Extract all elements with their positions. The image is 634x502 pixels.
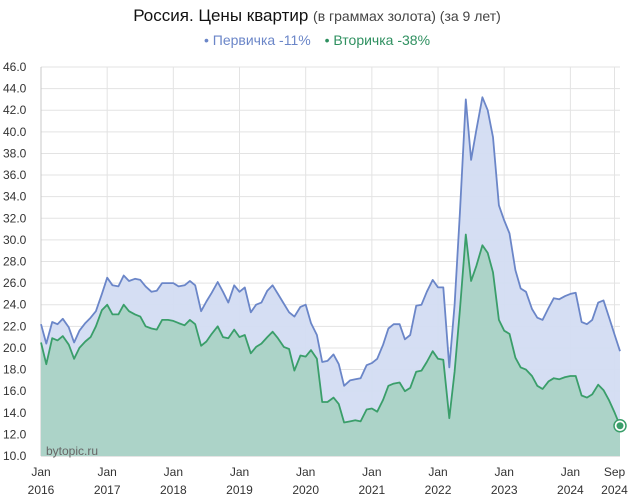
legend-item-secondary[interactable]: • Вторичка -38% <box>325 32 430 48</box>
legend-bullet-secondary: • <box>324 32 330 48</box>
x-tick-year: 2023 <box>491 483 518 497</box>
y-tick-label: 40.0 <box>3 125 27 139</box>
x-tick-month: Jan <box>230 465 249 479</box>
y-tick-label: 42.0 <box>3 103 27 117</box>
x-tick-month: Jan <box>97 465 116 479</box>
y-axis: 10.0 12.0 14.0 16.0 18.0 20.0 22.0 24.0 26.0 28.0… <box>3 60 27 463</box>
y-tick-label: 16.0 <box>3 384 27 398</box>
x-tick-year: 2017 <box>94 483 121 497</box>
legend-label-secondary: Вторичка -38% <box>333 32 431 48</box>
y-tick-label: 20.0 <box>3 341 27 355</box>
chart-title-main: Россия. Цены квартир <box>133 6 309 25</box>
x-tick-month: Jan <box>31 465 50 479</box>
legend-bullet-primary: • <box>203 32 209 48</box>
legend-label-primary: Первичка -11% <box>212 32 311 48</box>
y-tick-label: 36.0 <box>3 168 27 182</box>
x-tick-year: 2019 <box>226 483 253 497</box>
x-tick-year: 2022 <box>425 483 452 497</box>
x-tick-year: 2024 <box>601 483 628 497</box>
x-axis: Jan 2016 Jan 2017 Jan 2018 Jan 2019 Jan 2020 Jan 20… <box>28 465 629 497</box>
chart-legend: • Первичка -11% • Вторичка -38% <box>0 32 634 48</box>
series-area-secondary <box>41 234 620 456</box>
y-tick-label: 28.0 <box>3 255 27 269</box>
y-tick-label: 32.0 <box>3 211 27 225</box>
y-tick-label: 30.0 <box>3 233 27 247</box>
series-line-primary <box>40 96 621 387</box>
y-tick-label: 24.0 <box>3 298 27 312</box>
legend-item-primary[interactable]: • Первичка -11% <box>204 32 315 48</box>
last-point-dot <box>616 422 624 430</box>
watermark: bytopic.ru <box>46 444 98 458</box>
y-tick-label: 18.0 <box>3 363 27 377</box>
chart-title-sub: (в граммах золота) (за 9 лет) <box>313 8 501 24</box>
x-tick-year: 2016 <box>28 483 55 497</box>
y-tick-label: 34.0 <box>3 190 27 204</box>
y-tick-label: 14.0 <box>3 406 27 420</box>
y-tick-label: 10.0 <box>3 449 27 463</box>
y-tick-label: 38.0 <box>3 146 27 160</box>
series-lines <box>40 96 621 427</box>
x-tick-month: Jan <box>296 465 315 479</box>
x-tick-month: Jan <box>164 465 183 479</box>
x-tick-month: Jan <box>362 465 381 479</box>
x-tick-year: 2018 <box>160 483 187 497</box>
y-tick-label: 46.0 <box>3 60 27 74</box>
x-tick-year: 2021 <box>359 483 386 497</box>
y-tick-label: 44.0 <box>3 82 27 96</box>
last-point-marker <box>613 418 627 433</box>
x-tick-month: Jan <box>495 465 514 479</box>
x-tick-year: 2020 <box>292 483 319 497</box>
x-tick-month: Jan <box>428 465 447 479</box>
chart-title: Россия. Цены квартир (в граммах золота) … <box>0 6 634 26</box>
y-tick-label: 12.0 <box>3 427 27 441</box>
x-tick-year: 2024 <box>557 483 584 497</box>
series-line-secondary <box>40 233 621 427</box>
x-tick-month: Sep <box>604 465 626 479</box>
x-tick-month: Jan <box>561 465 580 479</box>
y-tick-label: 22.0 <box>3 319 27 333</box>
y-tick-label: 26.0 <box>3 276 27 290</box>
series-areas <box>41 97 620 457</box>
